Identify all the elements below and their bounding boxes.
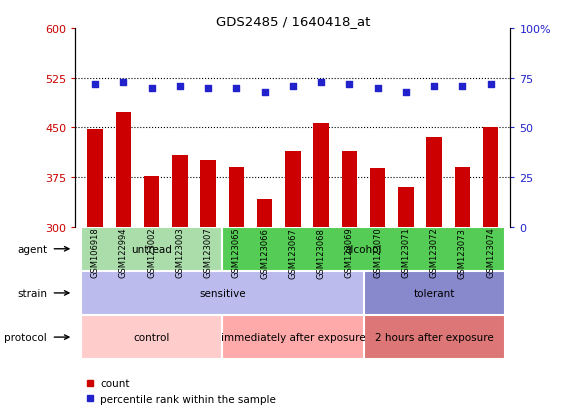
Bar (483, 128, 498, 227)
Bar (144, 176, 160, 227)
Text: GSM123074: GSM123074 (486, 227, 495, 278)
Text: protocol: protocol (5, 332, 47, 342)
Point (232, 85, 241, 92)
Bar (342, 151, 357, 227)
Text: agent: agent (17, 244, 47, 254)
Text: GSM123065: GSM123065 (232, 227, 241, 278)
Point (401, 89, 411, 96)
Bar (257, 199, 273, 227)
Bar (398, 188, 414, 227)
Text: GSM123003: GSM123003 (175, 227, 184, 278)
Point (260, 89, 269, 96)
Text: strain: strain (17, 288, 47, 298)
Text: untread: untread (131, 244, 172, 254)
Point (175, 83, 184, 90)
Text: GSM123067: GSM123067 (288, 227, 298, 278)
Bar (364, 315, 505, 359)
Title: GDS2485 / 1640418_at: GDS2485 / 1640418_at (216, 15, 370, 28)
Text: GSM123072: GSM123072 (430, 227, 438, 278)
Bar (222, 227, 505, 271)
Text: immediately after exposure: immediately after exposure (220, 332, 365, 342)
Point (345, 81, 354, 88)
Point (90, 81, 100, 88)
Text: GSM123069: GSM123069 (345, 227, 354, 278)
Text: GSM122994: GSM122994 (119, 227, 128, 278)
Point (373, 85, 382, 92)
Text: GSM123066: GSM123066 (260, 227, 269, 278)
Bar (222, 315, 364, 359)
Text: alcohol: alcohol (345, 244, 382, 254)
Bar (364, 271, 505, 315)
Text: control: control (133, 332, 170, 342)
Text: GSM123002: GSM123002 (147, 227, 156, 278)
Bar (172, 156, 188, 227)
Bar (81, 227, 222, 271)
Bar (201, 161, 216, 227)
Point (288, 83, 298, 90)
Point (204, 85, 213, 92)
Point (458, 83, 467, 90)
Bar (81, 271, 364, 315)
Point (119, 79, 128, 86)
Bar (370, 169, 385, 227)
Text: GSM123071: GSM123071 (401, 227, 411, 278)
Bar (426, 138, 442, 227)
Point (430, 83, 439, 90)
Bar (115, 113, 131, 227)
Text: sensitive: sensitive (199, 288, 245, 298)
Text: GSM123007: GSM123007 (204, 227, 213, 278)
Text: GSM123073: GSM123073 (458, 227, 467, 278)
Bar (88, 130, 103, 227)
Text: tolerant: tolerant (414, 288, 455, 298)
Bar (455, 168, 470, 227)
Text: GSM123068: GSM123068 (317, 227, 325, 278)
Bar (229, 168, 244, 227)
Bar (81, 315, 222, 359)
Legend: count, percentile rank within the sample: count, percentile rank within the sample (81, 374, 281, 408)
Point (317, 79, 326, 86)
Point (486, 81, 495, 88)
Text: GSM106918: GSM106918 (90, 227, 100, 278)
Text: 2 hours after exposure: 2 hours after exposure (375, 332, 494, 342)
Bar (313, 124, 329, 227)
Bar (285, 151, 300, 227)
Point (147, 85, 156, 92)
Text: GSM123070: GSM123070 (373, 227, 382, 278)
